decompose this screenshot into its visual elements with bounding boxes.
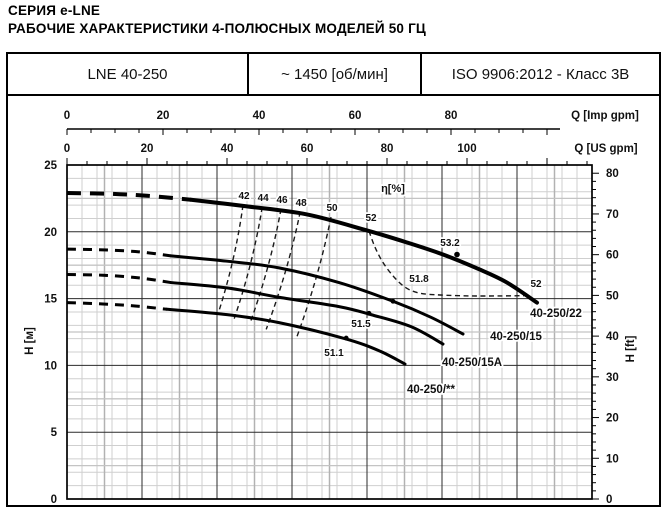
us-axis-tick-label: 40 xyxy=(221,143,234,155)
standard-cell: ISO 9906:2012 - Класс 3В xyxy=(451,65,630,83)
curve-label-40-250/15: 40-250/15 xyxy=(490,331,542,343)
annotation-52: 52 xyxy=(365,213,377,224)
iso-efficiency-label: 44 xyxy=(258,193,270,204)
h-m-axis-title: H [м] xyxy=(24,327,36,355)
h-m-tick-label: 5 xyxy=(51,427,58,439)
header-bottom-border xyxy=(6,94,661,96)
h-ft-tick-label: 30 xyxy=(606,372,619,384)
bep-dot-40-250/** xyxy=(343,335,349,341)
iso-efficiency-label: 48 xyxy=(296,198,308,209)
curve-label-40-250/22: 40-250/22 xyxy=(530,308,582,320)
curve-solid-40-250/15 xyxy=(169,254,465,336)
bep-dot-40-250/15A xyxy=(366,310,372,316)
iso-efficiency-label: 46 xyxy=(276,195,288,206)
h-ft-tick-label: 80 xyxy=(606,168,619,180)
page-subtitle: РАБОЧИЕ ХАРАКТЕРИСТИКИ 4-ПОЛЮСНЫХ МОДЕЛЕ… xyxy=(8,21,426,36)
imp-axis-tick-label: 60 xyxy=(349,110,362,122)
iso-efficiency-line-46 xyxy=(249,208,282,323)
h-m-tick-label: 25 xyxy=(44,160,57,172)
curve-dashed-40-250/22 xyxy=(66,191,192,202)
header-divider-2 xyxy=(420,52,422,96)
imp-axis-tick-label: 40 xyxy=(253,110,266,122)
curve-solid-40-250/15A xyxy=(169,281,445,346)
us-axis-tick-label: 80 xyxy=(381,143,394,155)
h-m-tick-label: 10 xyxy=(44,360,57,372)
h-ft-tick-label: 60 xyxy=(606,250,619,262)
us-axis-tick-label: 20 xyxy=(141,143,154,155)
bep-dot-40-250/15 xyxy=(390,298,396,304)
h-ft-tick-label: 50 xyxy=(606,290,619,302)
imp-axis-tick-label: 0 xyxy=(64,110,70,122)
imp-axis-tick-label: 80 xyxy=(445,110,458,122)
annotation-53.2: 53.2 xyxy=(440,238,460,249)
header-divider-1 xyxy=(247,52,249,96)
plot-border xyxy=(66,164,593,500)
h-m-tick-label: 15 xyxy=(44,294,57,306)
curve-label-40-250/**: 40-250/** xyxy=(407,384,455,396)
bep-dot-40-250/22 xyxy=(454,251,460,258)
annotation-51.5: 51.5 xyxy=(351,319,371,330)
annotation-η[%]: η[%] xyxy=(381,183,405,195)
h-ft-tick-label: 0 xyxy=(606,494,612,506)
h-ft-tick-label: 20 xyxy=(606,413,619,425)
iso-efficiency-line-44 xyxy=(233,206,263,319)
h-m-tick-label: 0 xyxy=(51,494,57,506)
imp-axis-tick-label: 20 xyxy=(157,110,170,122)
h-ft-tick-label: 40 xyxy=(606,331,619,343)
curve-solid-40-250/22 xyxy=(189,197,539,305)
annotation-51.1: 51.1 xyxy=(324,348,344,359)
curve-dashed-40-250/15A xyxy=(66,273,172,285)
iso-efficiency-contour-52 xyxy=(368,230,525,297)
us-axis-tick-label: 60 xyxy=(301,143,314,155)
us-axis-title: Q [US gpm] xyxy=(574,143,637,155)
us-axis-tick-label: 0 xyxy=(64,143,70,155)
iso-efficiency-label: 42 xyxy=(238,191,250,202)
figure-border xyxy=(6,52,661,507)
iso-efficiency-line-42 xyxy=(217,204,244,314)
h-m-tick-label: 20 xyxy=(44,227,57,239)
imp-axis-title: Q [Imp gpm] xyxy=(571,110,639,122)
h-ft-tick-label: 70 xyxy=(606,209,619,221)
speed-cell: ~ 1450 [об/мин] xyxy=(281,65,388,83)
curve-label-40-250/15A: 40-250/15A xyxy=(442,357,502,369)
annotation-51.8: 51.8 xyxy=(409,274,429,285)
curve-solid-40-250/** xyxy=(165,307,407,366)
h-ft-tick-label: 10 xyxy=(606,453,619,465)
model-name-cell: LNE 40-250 xyxy=(87,65,168,83)
curve-dashed-40-250/15 xyxy=(66,247,172,258)
iso-efficiency-line-50 xyxy=(295,216,332,339)
iso-efficiency-label: 50 xyxy=(326,203,338,214)
us-axis-tick-label: 100 xyxy=(457,143,476,155)
annotation-52: 52 xyxy=(530,279,542,290)
h-ft-axis-title: H [ft] xyxy=(625,335,637,362)
series-title: СЕРИЯ e-LNE xyxy=(8,3,101,18)
curve-dashed-40-250/** xyxy=(66,301,168,311)
